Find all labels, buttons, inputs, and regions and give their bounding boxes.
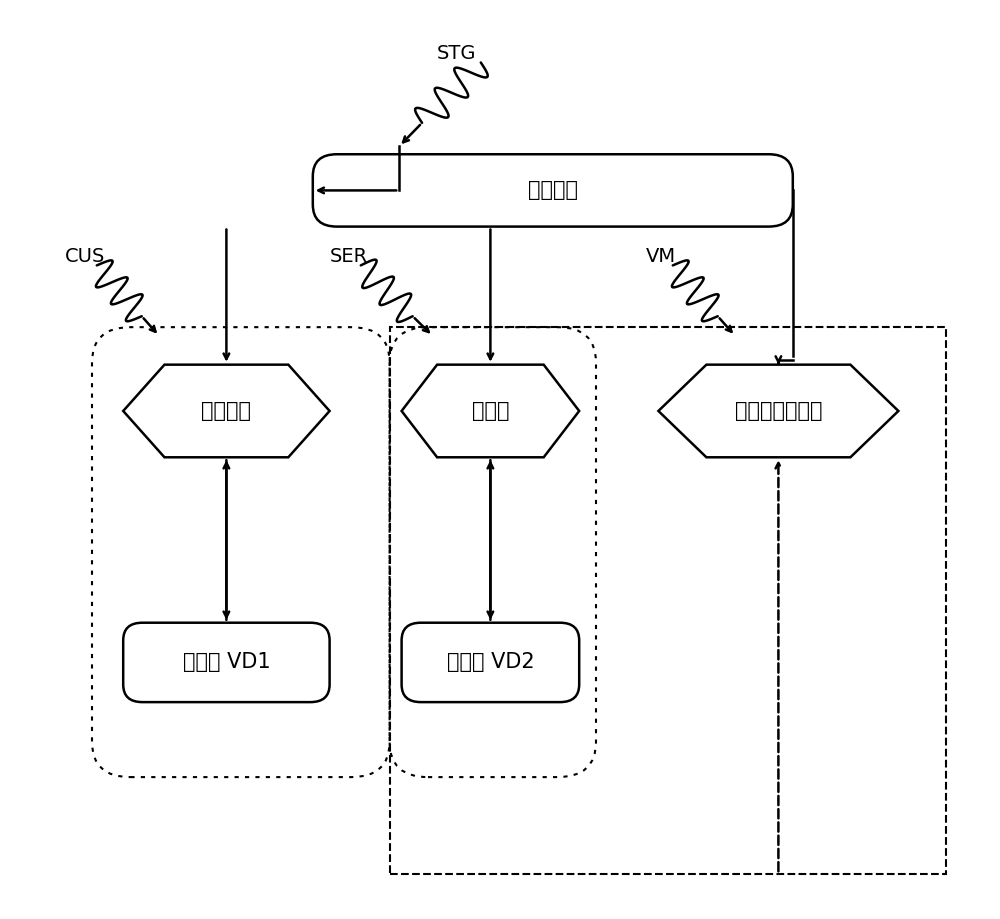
FancyBboxPatch shape <box>123 623 330 702</box>
Text: SER: SER <box>330 247 368 267</box>
Text: STG: STG <box>437 44 477 63</box>
Polygon shape <box>402 365 579 458</box>
FancyBboxPatch shape <box>313 154 793 227</box>
Bar <box>390 327 946 874</box>
Text: 隔离计算机系统: 隔离计算机系统 <box>735 401 822 421</box>
Text: 备份节点: 备份节点 <box>201 401 251 421</box>
Text: 虚拟盘 VD2: 虚拟盘 VD2 <box>447 652 534 673</box>
Polygon shape <box>658 365 898 458</box>
Text: 虚拟盘 VD1: 虚拟盘 VD1 <box>183 652 270 673</box>
FancyBboxPatch shape <box>402 623 579 702</box>
Text: 存储节点: 存储节点 <box>528 180 578 200</box>
Text: 服务器: 服务器 <box>472 401 509 421</box>
Polygon shape <box>123 365 330 458</box>
Text: CUS: CUS <box>65 247 105 267</box>
Text: VM: VM <box>646 247 676 267</box>
